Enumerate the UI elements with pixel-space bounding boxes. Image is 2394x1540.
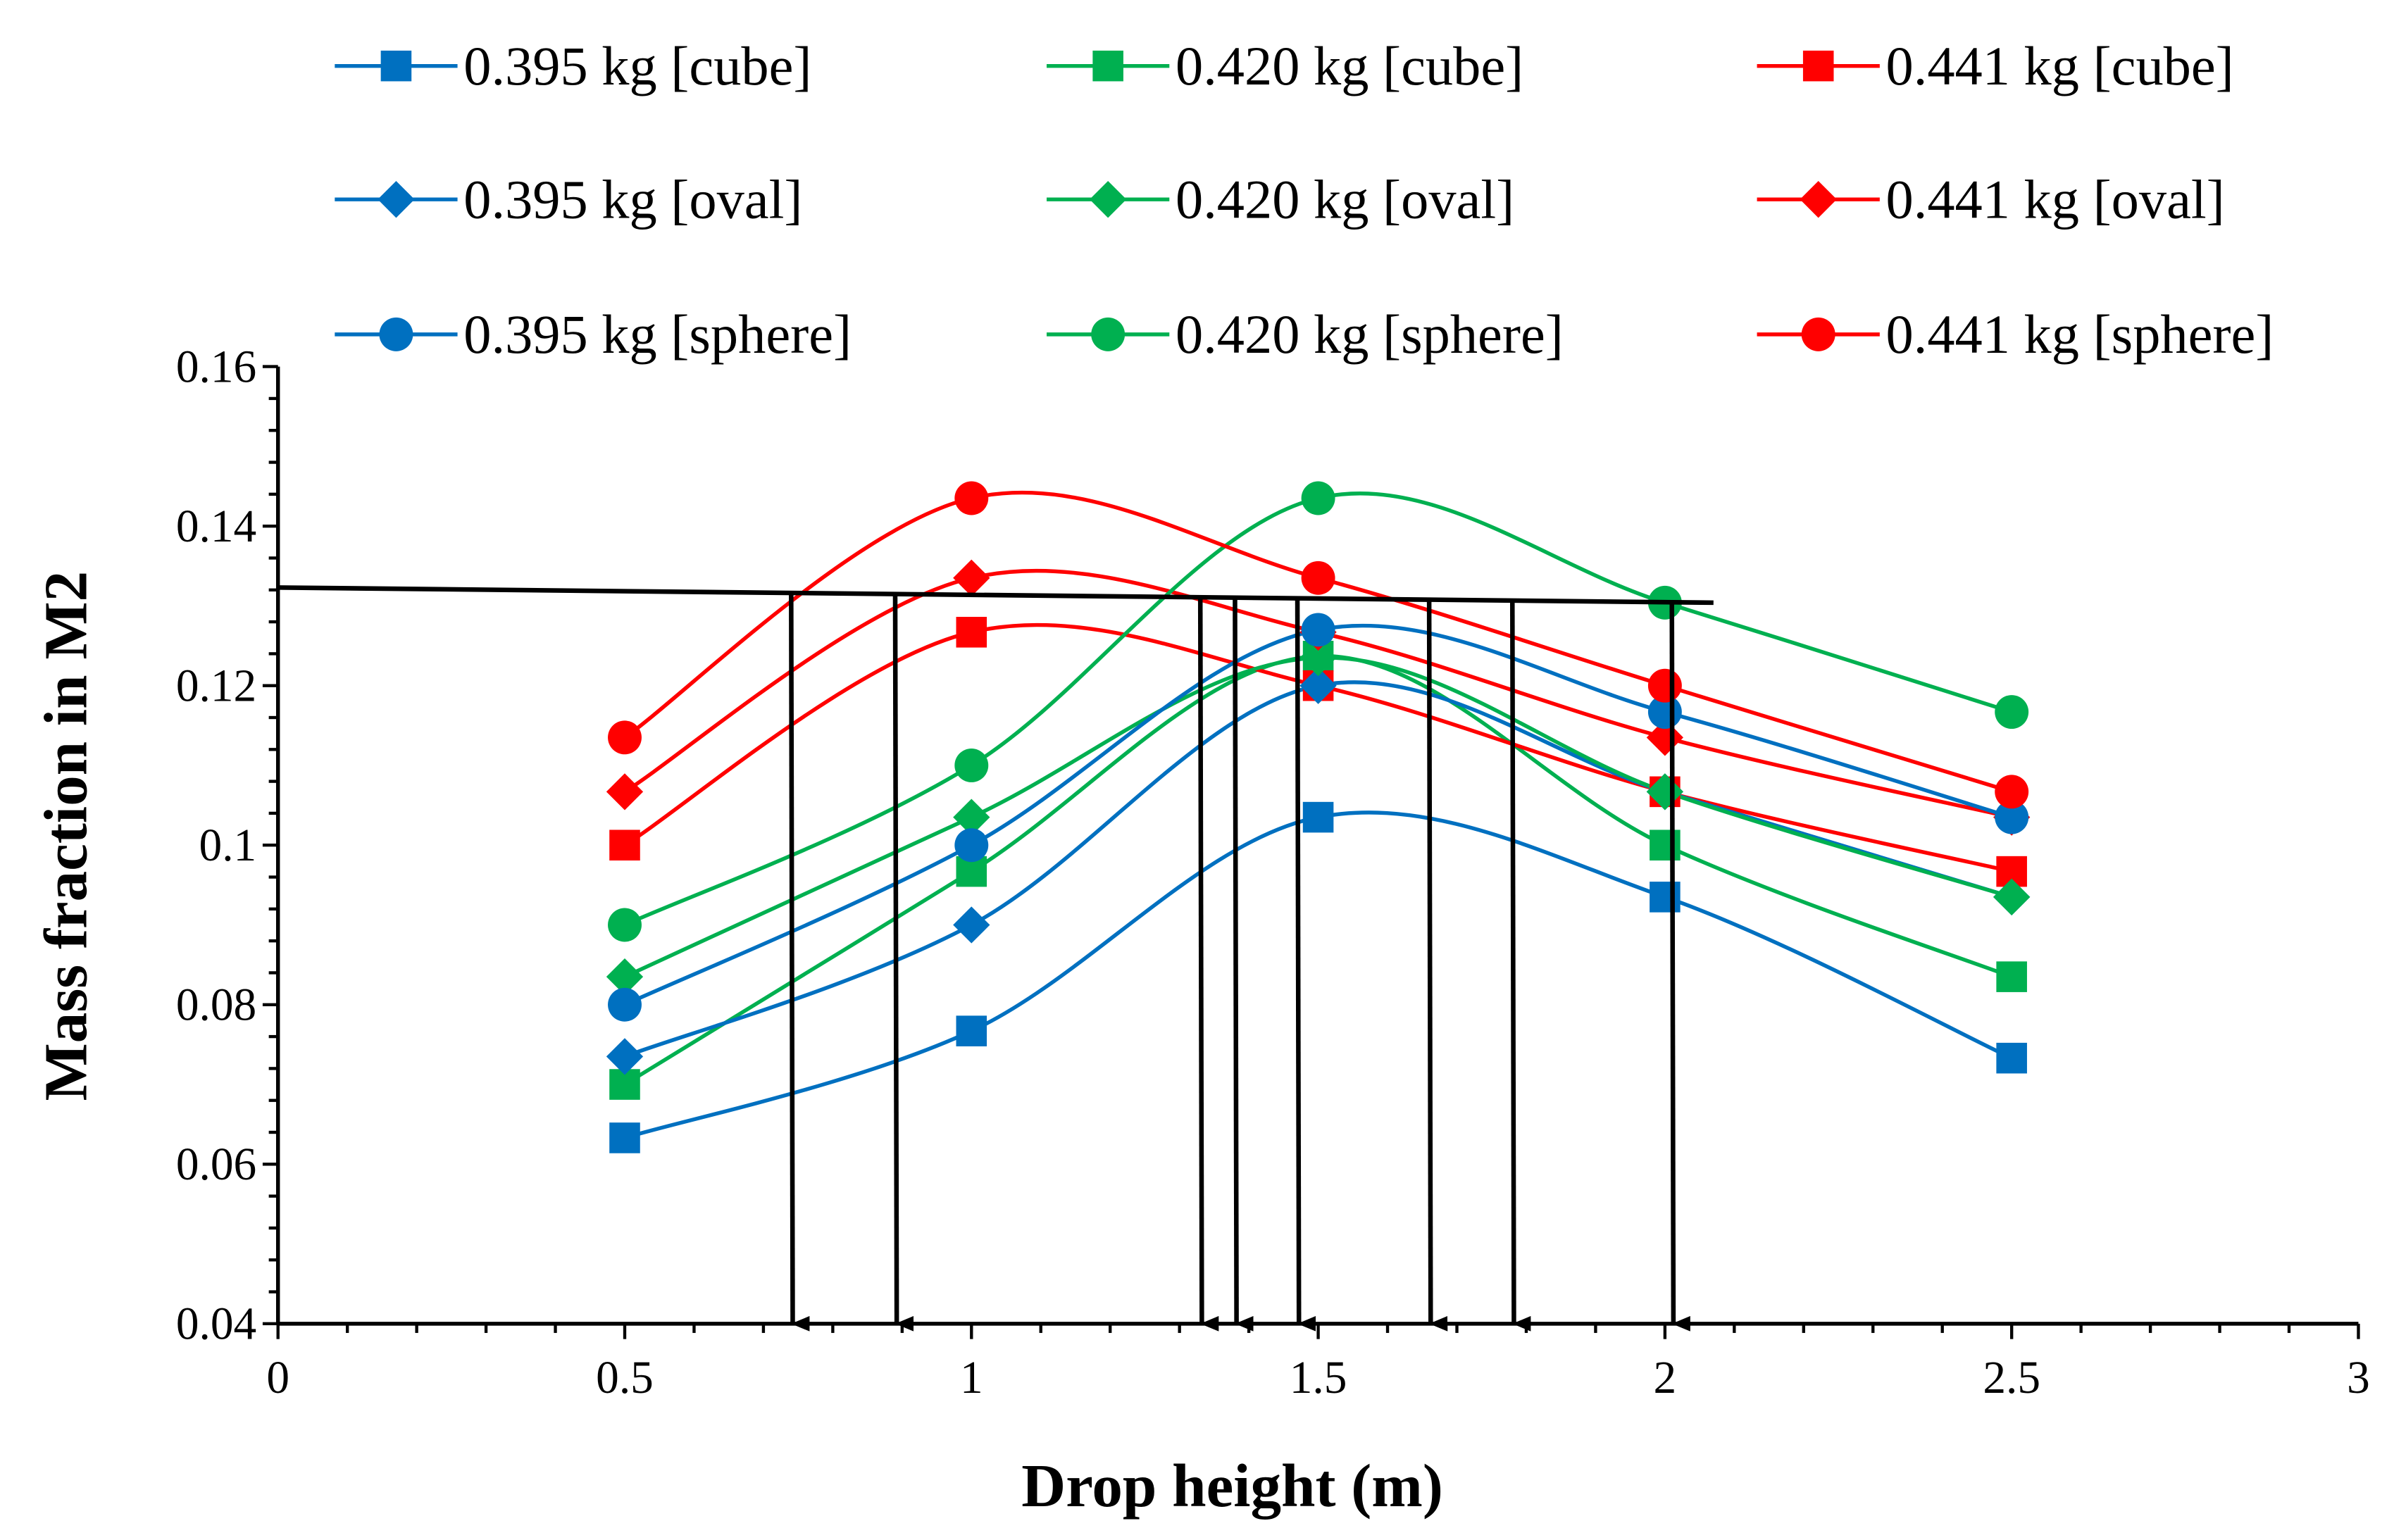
- legend-label: 0.395 kg [sphere]: [463, 303, 852, 365]
- square-marker: [1650, 882, 1681, 913]
- circle-marker: [1301, 561, 1335, 595]
- y-tick-label: 0.14: [176, 501, 256, 552]
- legend-item: 0.395 kg [oval]: [335, 168, 803, 230]
- y-tick-label: 0.06: [176, 1139, 256, 1190]
- square-marker: [1996, 961, 2027, 992]
- circle-marker: [1301, 481, 1335, 515]
- y-axis-label: Mass fraction in M2: [31, 571, 99, 1101]
- legend-label: 0.441 kg [cube]: [1886, 35, 2234, 96]
- legend-item: 0.420 kg [oval]: [1047, 168, 1514, 230]
- square-marker: [609, 1122, 640, 1153]
- legend-label: 0.420 kg [sphere]: [1176, 303, 1564, 365]
- circle-marker: [954, 828, 989, 863]
- diamond-marker: [1299, 667, 1337, 704]
- threshold-line: [278, 585, 1714, 606]
- drop-arrow: [789, 593, 810, 1332]
- square-marker: [380, 50, 412, 82]
- drop-arrow: [892, 594, 914, 1332]
- legend-item: 0.441 kg [sphere]: [1757, 303, 2274, 365]
- y-tick-label: 0.1: [199, 820, 257, 871]
- circle-marker: [1995, 695, 2029, 730]
- legend-label: 0.420 kg [cube]: [1176, 35, 1523, 96]
- square-marker: [956, 617, 987, 648]
- circle-marker: [1091, 317, 1126, 351]
- x-tick-label: 0.5: [596, 1353, 654, 1403]
- legend-label: 0.395 kg [cube]: [463, 35, 811, 96]
- series-line: [624, 810, 2013, 1140]
- circle-marker: [608, 720, 642, 755]
- circle-marker: [1301, 613, 1335, 647]
- y-tick-label: 0.08: [176, 980, 256, 1031]
- diamond-marker: [1993, 878, 2031, 916]
- legend-item: 0.420 kg [cube]: [1047, 35, 1523, 96]
- y-tick-label: 0.16: [176, 342, 256, 392]
- annotations: [278, 585, 1714, 1332]
- circle-marker: [608, 908, 642, 942]
- circle-marker: [608, 987, 642, 1022]
- series-0-395-kg-oval: [624, 680, 2012, 1058]
- series-group: [606, 481, 2031, 1153]
- drop-arrow: [1233, 597, 1254, 1332]
- x-tick-label: 3: [2347, 1353, 2370, 1403]
- series-line: [624, 680, 2012, 1058]
- diamond-marker: [953, 799, 990, 836]
- square-marker: [1302, 801, 1334, 833]
- square-marker: [956, 1015, 987, 1046]
- circle-marker: [379, 317, 413, 351]
- x-axis-label: Drop height (m): [1021, 1451, 1443, 1520]
- diamond-marker: [1090, 181, 1127, 218]
- square-marker: [1092, 50, 1123, 82]
- drop-arrow: [1669, 602, 1690, 1332]
- series-line: [623, 492, 2012, 927]
- y-tick-label: 0.12: [176, 661, 256, 711]
- legend-item: 0.395 kg [cube]: [335, 35, 812, 96]
- x-tick-label: 1: [960, 1353, 983, 1403]
- square-marker: [609, 830, 640, 861]
- drop-arrow: [1426, 599, 1448, 1332]
- legend-label: 0.420 kg [oval]: [1176, 168, 1514, 230]
- circle-marker: [954, 749, 989, 782]
- series-0-420-kg-cube: [623, 654, 2013, 1087]
- circle-marker: [1801, 317, 1835, 351]
- legend-item: 0.441 kg [cube]: [1757, 35, 2234, 96]
- legend-item: 0.395 kg [sphere]: [335, 303, 852, 365]
- series-0-395-kg-cube: [624, 810, 2013, 1140]
- circle-marker: [954, 481, 989, 515]
- x-tick-label: 2: [1654, 1353, 1677, 1403]
- x-tick-label: 0: [266, 1353, 289, 1403]
- circle-marker: [1995, 800, 2029, 834]
- diamond-marker: [1800, 181, 1837, 218]
- legend-label: 0.441 kg [sphere]: [1886, 303, 2274, 365]
- square-marker: [1650, 830, 1681, 861]
- legend: 0.395 kg [cube] 0.420 kg [cube] 0.441 kg […: [335, 35, 2274, 365]
- diamond-marker: [953, 906, 990, 944]
- y-tick-label: 0.04: [176, 1299, 256, 1350]
- drop-arrow: [1295, 598, 1316, 1332]
- diamond-marker: [378, 181, 415, 218]
- legend-label: 0.395 kg [oval]: [463, 168, 802, 230]
- drop-arrow: [1510, 600, 1531, 1332]
- x-tick-label: 2.5: [1983, 1353, 2040, 1403]
- diamond-marker: [606, 773, 644, 810]
- diamond-marker: [606, 958, 644, 996]
- legend-item: 0.441 kg [oval]: [1757, 168, 2225, 230]
- series-0-420-kg-sphere: [623, 492, 2012, 927]
- circle-marker: [1647, 668, 1682, 703]
- x-tick-label: 1.5: [1290, 1353, 1347, 1403]
- drop-arrow: [1197, 597, 1219, 1332]
- series-line: [623, 654, 2013, 1087]
- circle-marker: [1995, 775, 2029, 809]
- legend-item: 0.420 kg [sphere]: [1047, 303, 1564, 365]
- square-marker: [1996, 1042, 2027, 1074]
- diamond-marker: [953, 559, 990, 596]
- axes: 0 0.5 1 1.5 2 2.5 3 0.04 0.06 0.08 0.1 0.12 0.14 0.16: [176, 342, 2370, 1403]
- legend-label: 0.441 kg [oval]: [1886, 168, 2225, 230]
- square-marker: [1802, 50, 1834, 82]
